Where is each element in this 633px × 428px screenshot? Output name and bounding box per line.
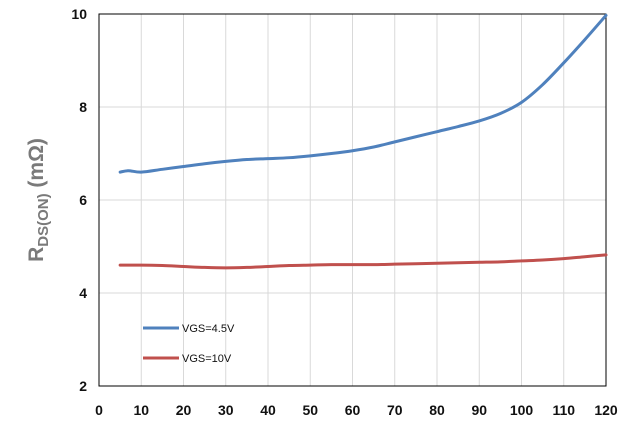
y-axis-label: RDS(ON) (mΩ)	[25, 138, 52, 262]
y-tick-label: 2	[79, 378, 87, 394]
x-tick-label: 10	[133, 402, 149, 418]
x-tick-labels: 0 10 20 30 40 50 60 70 80 90 100 110 120	[95, 402, 618, 418]
x-tick-label: 0	[95, 402, 103, 418]
legend: VGS=4.5V VGS=10V	[143, 323, 235, 365]
legend-label: VGS=4.5V	[182, 323, 235, 335]
y-tick-labels: 2 4 6 8 10	[71, 6, 87, 394]
x-tick-label: 110	[552, 402, 575, 418]
x-tick-label: 120	[594, 402, 618, 418]
y-tick-label: 6	[79, 192, 87, 208]
y-tick-label: 10	[71, 6, 87, 22]
x-tick-label: 40	[260, 402, 276, 418]
x-tick-label: 100	[510, 402, 534, 418]
x-tick-label: 20	[176, 402, 192, 418]
series-line-0	[118, 13, 608, 174]
x-tick-label: 60	[345, 402, 361, 418]
y-tick-label: 8	[79, 99, 87, 115]
y-tick-label: 4	[79, 285, 87, 301]
legend-label: VGS=10V	[182, 353, 232, 365]
plot-frame	[98, 13, 607, 387]
x-tick-label: 90	[471, 402, 487, 418]
x-tick-label: 30	[218, 402, 234, 418]
x-tick-label: 50	[302, 402, 318, 418]
series-line-1	[118, 253, 608, 270]
x-tick-label: 80	[429, 402, 445, 418]
grid	[98, 13, 607, 387]
x-tick-label: 70	[387, 402, 403, 418]
series-group	[118, 13, 608, 270]
